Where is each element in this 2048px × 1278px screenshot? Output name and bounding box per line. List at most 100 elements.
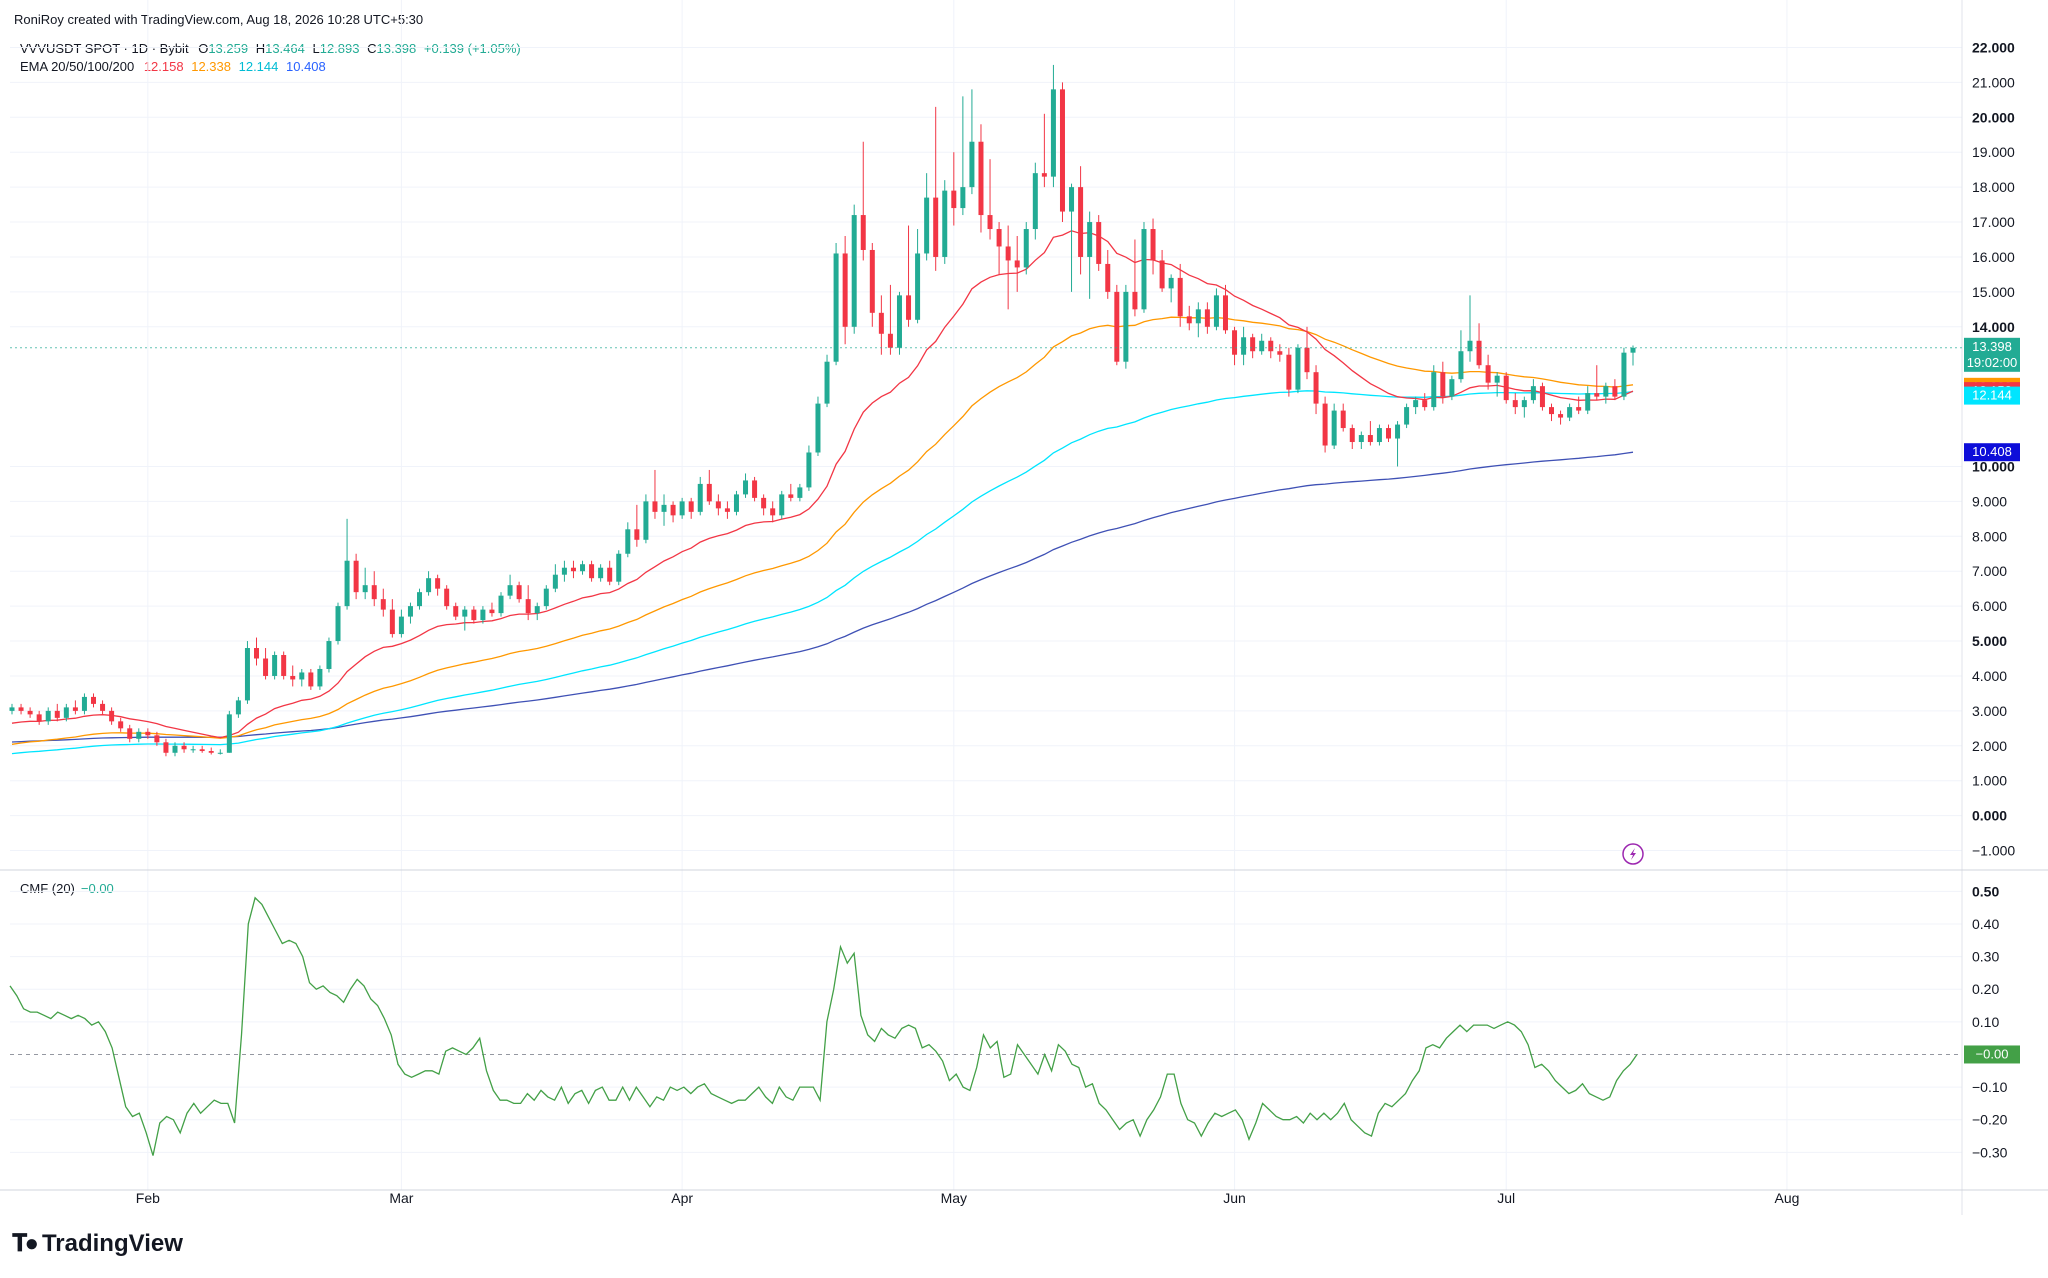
candle-body xyxy=(942,190,948,257)
candle xyxy=(226,710,232,753)
candle-body xyxy=(706,483,712,502)
candle-body xyxy=(598,567,604,579)
price-axis-label: 20.000 xyxy=(1972,109,2015,125)
candle-body xyxy=(371,585,377,600)
price-tag-text: 13.398 xyxy=(1972,339,2012,354)
ema-label[interactable]: EMA 20/50/100/200 xyxy=(20,59,135,74)
candle xyxy=(353,553,359,600)
candle-body xyxy=(417,592,423,607)
candle-body xyxy=(1621,352,1627,397)
candle xyxy=(208,747,214,755)
candle xyxy=(869,242,875,327)
candle-body xyxy=(752,480,758,498)
axes: 22.000 21.000 20.000 19.000 18.000 17.000 16.0… xyxy=(0,0,2048,1215)
price-axis-label: 16.000 xyxy=(1972,249,2015,265)
candle-body xyxy=(1268,340,1274,352)
candle-body xyxy=(960,187,966,209)
candle xyxy=(561,560,567,582)
candle xyxy=(254,637,260,666)
candle xyxy=(317,665,323,690)
candle xyxy=(426,571,432,596)
candle-body xyxy=(1241,337,1247,355)
candle-body xyxy=(589,564,595,579)
candle xyxy=(752,476,758,502)
candle-body xyxy=(625,529,631,554)
candle-body xyxy=(607,567,613,582)
candle-body xyxy=(1404,407,1410,425)
candle xyxy=(507,574,513,600)
candle-body xyxy=(127,728,133,739)
candle-body xyxy=(915,253,921,320)
candle xyxy=(1404,403,1410,429)
candle xyxy=(1467,295,1473,362)
candle xyxy=(1069,183,1075,292)
candle-body xyxy=(118,721,124,729)
candle-body xyxy=(91,696,97,704)
price-axis-label: 7.000 xyxy=(1972,563,2007,579)
price-tag-text: 12.144 xyxy=(1972,388,2012,403)
candle xyxy=(534,602,540,621)
candle xyxy=(661,494,667,526)
candle xyxy=(1313,365,1319,415)
price-axis-label: 17.000 xyxy=(1972,214,2015,230)
candle-body xyxy=(263,658,269,676)
cmf-label[interactable]: CMF (20) xyxy=(20,881,75,896)
cmf-tag-text: −0.00 xyxy=(1976,1046,2009,1061)
price-axis-label: 3.000 xyxy=(1972,703,2007,719)
candle xyxy=(1250,333,1256,359)
candle xyxy=(788,483,794,502)
candle xyxy=(1222,284,1228,334)
candle xyxy=(1395,421,1401,467)
candle xyxy=(616,550,622,586)
candle-body xyxy=(281,655,287,676)
candle xyxy=(887,284,893,355)
candle xyxy=(199,745,205,753)
candle-body xyxy=(1050,89,1056,177)
candle-body xyxy=(1168,277,1174,289)
candle xyxy=(969,89,975,195)
candle xyxy=(1096,215,1102,271)
candle-body xyxy=(1422,400,1428,408)
candle-body xyxy=(272,655,278,676)
time-axis-label: Apr xyxy=(671,1190,693,1206)
candle-body xyxy=(1539,386,1545,408)
candle-body xyxy=(353,560,359,593)
candle-body xyxy=(987,215,993,230)
candle xyxy=(136,728,142,743)
candle xyxy=(697,476,703,516)
price-tag-countdown: 19:02:00 xyxy=(1967,355,2018,370)
price-axis-label: 2.000 xyxy=(1972,738,2007,754)
candle xyxy=(1277,344,1283,362)
candle-body xyxy=(1440,372,1446,397)
tradingview-logo[interactable]: 𝐓● TradingView xyxy=(12,1230,183,1258)
candle-body xyxy=(887,333,893,348)
candle-body xyxy=(1286,354,1292,390)
candle-body xyxy=(552,574,558,589)
candle-body xyxy=(344,560,350,607)
candle-body xyxy=(1367,435,1373,443)
candle xyxy=(1585,386,1591,415)
ohlc-change: +0.139 (+1.05%) xyxy=(423,41,521,56)
candle-body xyxy=(652,501,658,512)
candle xyxy=(45,707,51,725)
candle xyxy=(335,602,341,645)
time-axis-label: Mar xyxy=(389,1190,413,1206)
candle-body xyxy=(100,703,106,711)
candle xyxy=(109,707,115,725)
symbol-label[interactable]: VVVUSDT SPOT · 1D · Bybit xyxy=(20,41,189,56)
candle-body xyxy=(1413,400,1419,408)
candle-body xyxy=(1023,229,1029,268)
cmf-legend: CMF (20) −0.00 xyxy=(20,881,114,896)
candle-body xyxy=(136,731,142,739)
candle xyxy=(272,651,278,680)
price-axis-label: 21.000 xyxy=(1972,74,2015,90)
cmf-axis-label: −0.20 xyxy=(1972,1112,2008,1128)
candle xyxy=(1494,372,1500,397)
candle-body xyxy=(489,609,495,614)
candle-body xyxy=(1494,375,1500,383)
candle xyxy=(1195,302,1201,338)
candle-body xyxy=(72,707,78,711)
candle-body xyxy=(462,609,468,617)
ema200-value: 10.408 xyxy=(286,59,326,74)
